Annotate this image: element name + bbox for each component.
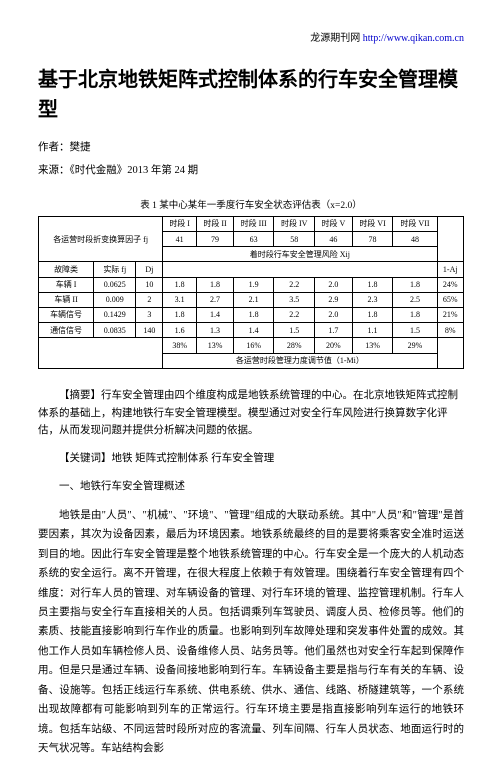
abstract-text: 行车安全管理由四个维度构成是地铁系统管理的中心。在北京地铁矩阵式控制体系的基础上… bbox=[38, 390, 458, 437]
col-header: 实际 fj bbox=[94, 262, 136, 277]
period-val: 41 bbox=[163, 232, 197, 247]
period-header: 时段 V bbox=[315, 216, 353, 231]
period-header: 时段 VII bbox=[393, 216, 437, 231]
section-title: 一、地铁行车安全管理概述 bbox=[38, 478, 464, 496]
period-val: 63 bbox=[234, 232, 274, 247]
table-row: 车辆 II 0.009 2 3.1 2.7 2.1 3.5 2.9 2.3 2.… bbox=[39, 292, 464, 307]
period-val: 79 bbox=[197, 232, 234, 247]
period-header: 时段 I bbox=[163, 216, 197, 231]
empty-footer-right bbox=[437, 338, 464, 368]
period-val: 48 bbox=[393, 232, 437, 247]
evaluation-table: 各运营时段折变换算因子 fj 时段 I 时段 II 时段 III 时段 IV 时… bbox=[38, 216, 464, 369]
body-paragraph: 地铁是由"人员"、"机械"、"环境"、"管理"组成的大联动系统。其中"人员"和"… bbox=[38, 506, 464, 758]
last-col-header: 1-Aj bbox=[437, 262, 464, 277]
empty-footer-left bbox=[39, 338, 163, 368]
empty-mid bbox=[163, 262, 437, 277]
site-label: 龙源期刊网 bbox=[310, 33, 360, 44]
col-header: 故障类 bbox=[39, 262, 94, 277]
period-header: 时段 III bbox=[234, 216, 274, 231]
table-corner: 各运营时段折变换算因子 fj bbox=[39, 216, 163, 262]
empty-cell bbox=[437, 216, 464, 262]
article-title: 基于北京地铁矩阵式控制体系的行车安全管理模型 bbox=[38, 65, 464, 125]
site-url-link[interactable]: http://www.qikan.com.cn bbox=[363, 33, 464, 44]
abstract: 【摘要】行车安全管理由四个维度构成是地铁系统管理的中心。在北京地铁矩阵式控制体系… bbox=[38, 387, 464, 441]
source-line: 来源：《时代金融》2013 年第 24 期 bbox=[38, 162, 464, 180]
keywords-text: 地铁 矩阵式控制体系 行车安全管理 bbox=[112, 453, 275, 464]
period-val: 58 bbox=[274, 232, 315, 247]
table-row: 通信信号 0.0835 140 1.6 1.3 1.4 1.5 1.7 1.1 … bbox=[39, 323, 464, 338]
period-header: 时段 II bbox=[197, 216, 234, 231]
header-source: 龙源期刊网 http://www.qikan.com.cn bbox=[38, 30, 464, 47]
table-footer-row: 38% 13% 16% 28% 20% 13% 29% bbox=[39, 338, 464, 353]
keywords-label: 【关键词】 bbox=[59, 453, 112, 464]
period-val: 78 bbox=[352, 232, 393, 247]
article-meta: 作者：樊捷 来源：《时代金融》2013 年第 24 期 bbox=[38, 139, 464, 180]
period-val: 46 bbox=[315, 232, 353, 247]
keywords: 【关键词】地铁 矩阵式控制体系 行车安全管理 bbox=[38, 450, 464, 468]
abstract-label: 【摘要】 bbox=[59, 390, 101, 401]
author-line: 作者：樊捷 bbox=[38, 139, 464, 157]
table-row: 车辆 I 0.0625 10 1.8 1.8 1.9 2.2 2.0 1.8 1… bbox=[39, 277, 464, 292]
period-header: 时段 VI bbox=[352, 216, 393, 231]
col-header: Dj bbox=[136, 262, 163, 277]
period-header: 时段 IV bbox=[274, 216, 315, 231]
risk-header: 着时段行车安全管理风险 Xij bbox=[163, 247, 437, 262]
table-row: 车辆信号 0.1429 3 1.8 1.4 1.8 2.2 2.0 1.8 1.… bbox=[39, 307, 464, 322]
table-caption: 表 1 某中心某年一季度行车安全状态评估表（x=2.0） bbox=[38, 198, 464, 214]
